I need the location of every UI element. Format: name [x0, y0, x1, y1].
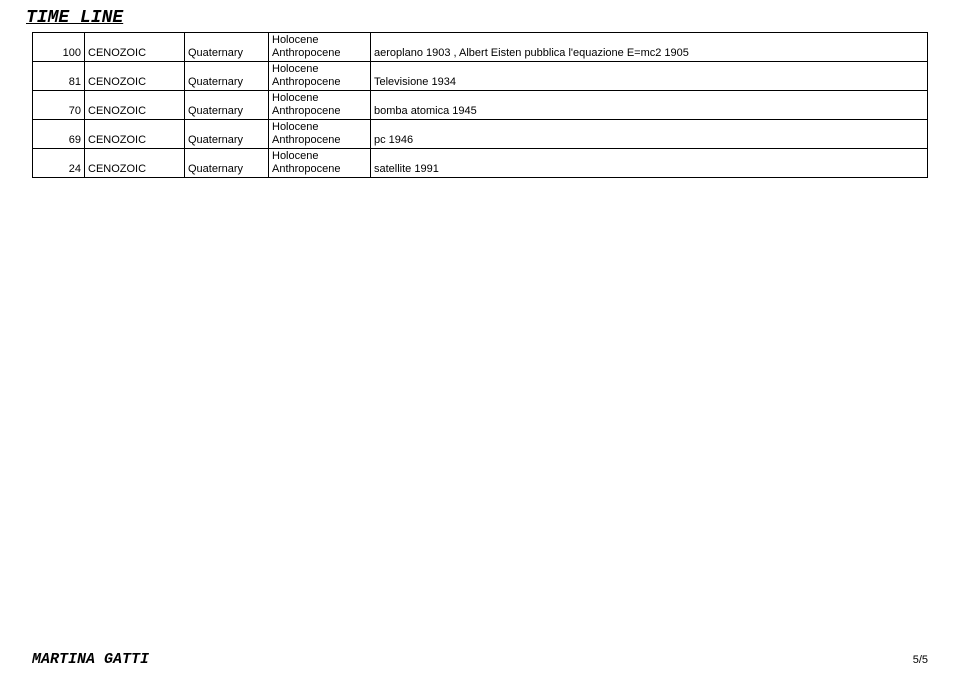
footer-page-number: 5/5 [913, 654, 928, 666]
cell-period: Quaternary [185, 149, 269, 178]
cell-event: pc 1946 [371, 120, 928, 149]
cell-era: CENOZOIC [85, 91, 185, 120]
cell-era: CENOZOIC [85, 149, 185, 178]
cell-period: Quaternary [185, 120, 269, 149]
page-title: TIME LINE [26, 8, 928, 28]
cell-event: aeroplano 1903 , Albert Eisten pubblica … [371, 33, 928, 62]
cell-num: 70 [33, 91, 85, 120]
table-row: 100 CENOZOIC Quaternary HoloceneAnthropo… [33, 33, 928, 62]
cell-num: 24 [33, 149, 85, 178]
cell-num: 100 [33, 33, 85, 62]
footer-author: MARTINA GATTI [32, 651, 149, 668]
cell-period: Quaternary [185, 33, 269, 62]
table-row: 24 CENOZOIC Quaternary HoloceneAnthropoc… [33, 149, 928, 178]
cell-event: satellite 1991 [371, 149, 928, 178]
cell-epoch: HoloceneAnthropocene [269, 149, 371, 178]
cell-era: CENOZOIC [85, 62, 185, 91]
cell-epoch: HoloceneAnthropocene [269, 33, 371, 62]
table-row: 69 CENOZOIC Quaternary HoloceneAnthropoc… [33, 120, 928, 149]
cell-era: CENOZOIC [85, 120, 185, 149]
cell-epoch: HoloceneAnthropocene [269, 120, 371, 149]
cell-epoch: HoloceneAnthropocene [269, 62, 371, 91]
cell-period: Quaternary [185, 91, 269, 120]
cell-epoch: HoloceneAnthropocene [269, 91, 371, 120]
cell-period: Quaternary [185, 62, 269, 91]
cell-event: Televisione 1934 [371, 62, 928, 91]
footer: MARTINA GATTI 5/5 [32, 651, 928, 668]
table-row: 81 CENOZOIC Quaternary HoloceneAnthropoc… [33, 62, 928, 91]
cell-era: CENOZOIC [85, 33, 185, 62]
table-row: 70 CENOZOIC Quaternary HoloceneAnthropoc… [33, 91, 928, 120]
cell-num: 81 [33, 62, 85, 91]
cell-num: 69 [33, 120, 85, 149]
cell-event: bomba atomica 1945 [371, 91, 928, 120]
timeline-table: 100 CENOZOIC Quaternary HoloceneAnthropo… [32, 32, 928, 178]
